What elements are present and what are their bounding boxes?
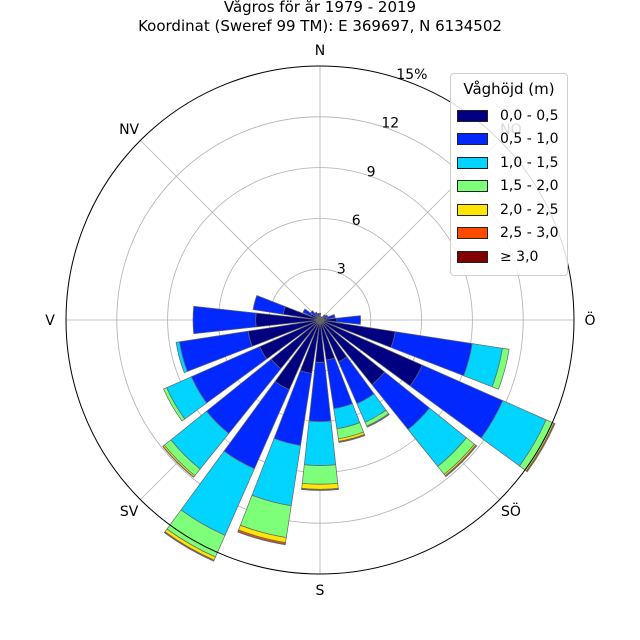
legend-swatch (457, 180, 488, 193)
rose-bar-segment (317, 312, 320, 318)
radial-tick-label: 15% (396, 67, 427, 83)
radial-tick-label: 9 (367, 164, 376, 180)
radial-tick-label: 12 (381, 116, 399, 132)
legend-label: 1,0 - 1,5 (500, 154, 559, 171)
legend-item: 2,0 - 2,5 (457, 198, 561, 222)
legend-swatch (457, 250, 488, 263)
direction-label-sv: SV (120, 504, 139, 520)
rose-bar-segment (303, 420, 337, 466)
direction-label-n: N (315, 43, 325, 59)
legend-label: 0,5 - 1,0 (500, 131, 559, 148)
rose-bars (162, 295, 556, 562)
chart-title: Vågros för år 1979 - 2019 (223, 0, 417, 16)
legend-label: 1,5 - 2,0 (500, 178, 559, 195)
rose-bar-segment (301, 482, 339, 490)
rose-bar-segment (252, 295, 286, 315)
rose-bar-segment (162, 445, 195, 478)
legend-swatch (457, 109, 488, 122)
outer-circle (65, 65, 575, 575)
rose-bar-segment (366, 413, 390, 428)
rose-bar-segment (175, 341, 188, 374)
rose-bar-segment (163, 387, 186, 422)
legend-swatch (457, 227, 488, 240)
legend-swatch (457, 203, 488, 216)
legend-label: 2,0 - 2,5 (500, 201, 559, 218)
legend-item: ≥ 3,0 (457, 245, 561, 269)
legend: Våghöjd (m) 0,0 - 0,5 0,5 - 1,0 1,0 - 1,5 1… (450, 73, 568, 276)
grid-spoke (140, 140, 321, 321)
rose-bar-segment (237, 531, 286, 546)
rose-bar-segment (302, 308, 313, 317)
rose-bar-segment (325, 314, 336, 320)
rose-bar-segment (323, 314, 329, 319)
rose-bar-segment (192, 305, 257, 335)
legend-item: 1,0 - 1,5 (457, 151, 561, 175)
rose-bar-segment (445, 445, 478, 478)
chart-subtitle: Koordinat (Sweref 99 TM): E 369697, N 61… (138, 17, 502, 35)
rose-bar-segment (163, 531, 215, 562)
rose-bar-segment (526, 423, 556, 473)
legend-item: 2,5 - 3,0 (457, 222, 561, 246)
legend-swatch (457, 133, 488, 146)
direction-label-nv: NV (119, 122, 139, 138)
rose-bar-segment (338, 434, 366, 443)
legend-title: Våghöjd (m) (463, 80, 555, 98)
rose-bar-segment (336, 315, 361, 325)
legend-label: 0,0 - 0,5 (500, 107, 559, 124)
rose-bar-segment (301, 464, 339, 485)
radial-tick-label: 3 (337, 261, 346, 277)
direction-label-s: S (316, 583, 325, 599)
legend-label: 2,5 - 3,0 (500, 225, 559, 242)
rose-bar-segment (301, 488, 339, 491)
direction-label-v: V (45, 313, 55, 329)
rose-bar-segment (314, 311, 319, 317)
radial-tick-label: 6 (352, 213, 361, 229)
legend-item: 0,5 - 1,0 (457, 128, 561, 152)
rose-bar-segment (310, 310, 318, 318)
legend-swatch (457, 156, 488, 169)
direction-label-so: SÖ (501, 502, 521, 520)
direction-label-o: Ö (584, 311, 595, 329)
legend-item: 1,5 - 2,0 (457, 175, 561, 199)
legend-label: ≥ 3,0 (500, 248, 539, 265)
legend-item: 0,0 - 0,5 (457, 104, 561, 128)
rose-bar-segment (491, 347, 510, 390)
